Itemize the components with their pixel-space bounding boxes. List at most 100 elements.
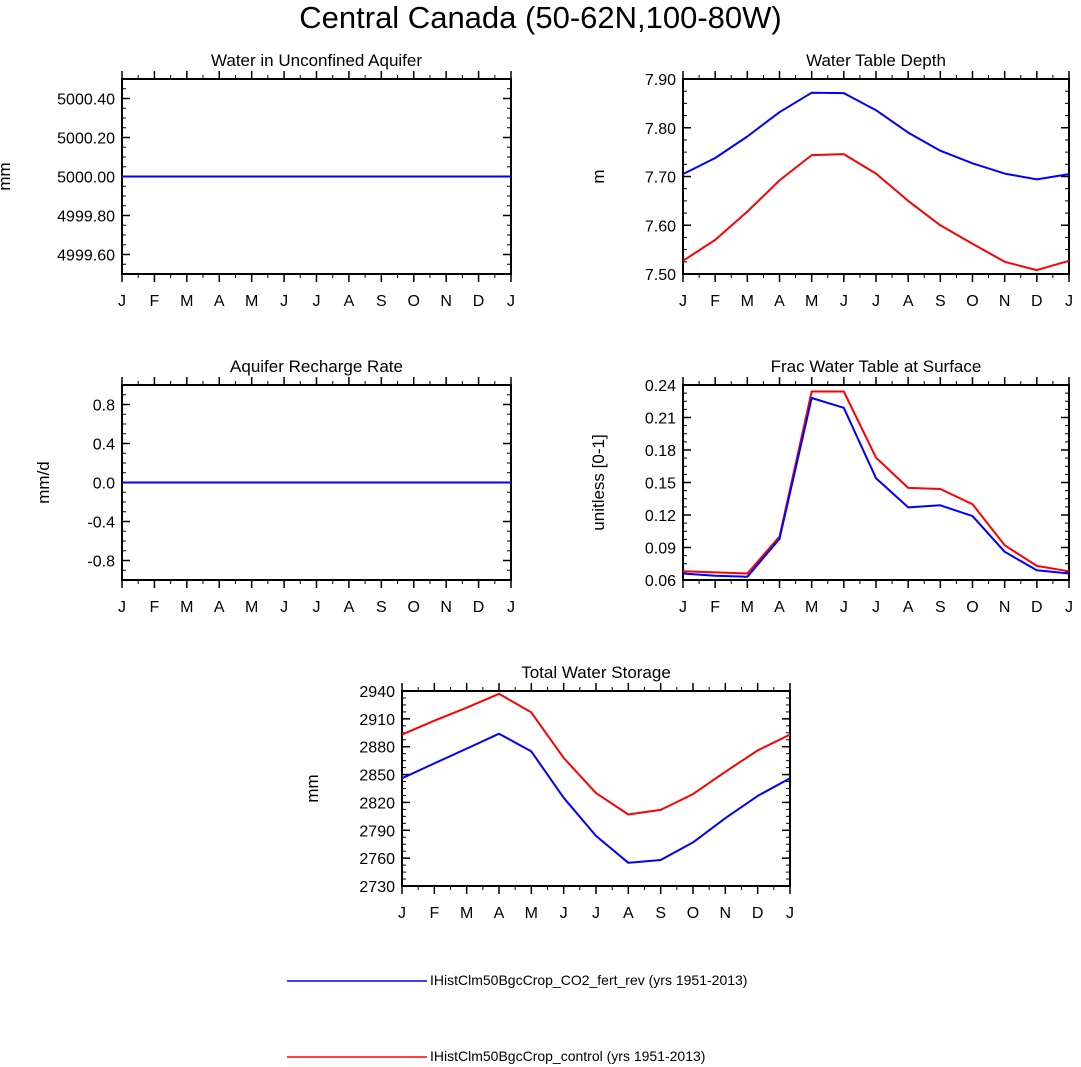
y-tick-label: 5000.20 [57, 131, 115, 148]
y-axis-label: mm [303, 774, 322, 802]
y-tick-label: 2910 [359, 712, 395, 729]
y-tick-label: 0.4 [93, 437, 115, 454]
x-tick-label: M [741, 599, 754, 616]
y-tick-label: 2940 [359, 684, 395, 701]
x-tick-label: F [710, 599, 720, 616]
y-tick-label: 7.90 [645, 72, 676, 89]
x-tick-label: A [214, 293, 225, 310]
y-tick-label: 7.70 [645, 170, 676, 187]
plot-frame [401, 690, 791, 887]
chart-panel-0: J F M A M J J A S O N D J 4999.60 4999.80 5000.00 5000.2… [0, 51, 515, 310]
x-tick-label: J [1065, 293, 1073, 310]
x-tick-label: A [494, 905, 505, 922]
x-tick-label: F [710, 293, 720, 310]
x-tick-label: F [150, 293, 160, 310]
y-tick-label: 0.21 [645, 411, 676, 428]
panel-title: Water in Unconfined Aquifer [211, 51, 422, 70]
series-line-control [682, 153, 1070, 272]
x-tick-label: A [214, 599, 225, 616]
x-tick-label: J [840, 293, 848, 310]
y-tick-label: 4999.60 [57, 248, 115, 265]
y-tick-label: 0.24 [645, 378, 676, 395]
series-line-control [401, 692, 791, 816]
x-tick-label: D [473, 599, 485, 616]
y-tick-label: 7.80 [645, 121, 676, 138]
y-tick-label: 0.06 [645, 573, 676, 590]
x-tick-label: J [872, 599, 880, 616]
y-axis-label: unitless [0-1] [589, 434, 608, 530]
x-tick-label: N [440, 293, 452, 310]
x-tick-label: J [840, 599, 848, 616]
x-tick-label: N [999, 599, 1011, 616]
x-tick-label: J [507, 599, 515, 616]
figure-title: Central Canada (50-62N,100-80W) [299, 0, 782, 35]
x-tick-label: S [655, 905, 666, 922]
legend-line-fert-rev [287, 980, 427, 982]
plot-frame [682, 78, 1070, 275]
x-tick-label: D [752, 905, 764, 922]
x-tick-label: S [935, 599, 946, 616]
x-tick-label: A [623, 905, 634, 922]
x-tick-label: O [408, 599, 420, 616]
x-tick-label: F [429, 905, 439, 922]
y-tick-label: 7.60 [645, 218, 676, 235]
x-tick-label: M [245, 293, 258, 310]
y-tick-label: 2760 [359, 851, 395, 868]
x-tick-label: D [1031, 599, 1043, 616]
chart-panel-4: J F M A M J J A S O N D J273027602790282028502880291… [303, 663, 794, 922]
y-tick-label: 0.0 [93, 476, 115, 493]
y-tick-label: 2820 [359, 795, 395, 812]
x-tick-label: S [935, 293, 946, 310]
y-axis-label: mm [0, 162, 14, 190]
x-tick-label: J [679, 293, 687, 310]
series-line-control [682, 390, 1070, 575]
legend-label-fert-rev: IHistClm50BgcCrop_CO2_fert_rev (yrs 1951… [430, 972, 748, 988]
x-tick-label: J [1065, 599, 1073, 616]
x-tick-label: J [679, 599, 687, 616]
x-tick-label: A [344, 599, 355, 616]
x-tick-label: M [180, 293, 193, 310]
legend-line-control [287, 1056, 427, 1058]
x-tick-label: N [999, 293, 1011, 310]
x-tick-label: J [118, 599, 126, 616]
series-line-fert-rev [682, 91, 1070, 181]
y-tick-label: 0.15 [645, 476, 676, 493]
y-tick-label: 7.50 [645, 267, 676, 284]
legend-label-control: IHistClm50BgcCrop_control (yrs 1951-2013… [430, 1048, 706, 1064]
series-line-fert-rev [401, 732, 791, 864]
x-tick-label: A [344, 293, 355, 310]
y-axis-label: m [589, 169, 608, 183]
y-tick-label: -0.8 [87, 554, 115, 571]
y-tick-label: 2790 [359, 823, 395, 840]
y-tick-label: 0.18 [645, 443, 676, 460]
x-tick-label: A [903, 293, 914, 310]
y-tick-label: 2730 [359, 879, 395, 896]
chart-panel-2: J F M A M J J A S O N D J -0.8 -0.4 0.0 0.4 0.8 Aquifer Re… [34, 357, 515, 616]
x-tick-label: J [872, 293, 880, 310]
plot-frame [682, 384, 1070, 581]
x-tick-label: O [966, 599, 978, 616]
x-tick-label: M [805, 293, 818, 310]
x-tick-label: S [376, 599, 387, 616]
panel-title: Water Table Depth [806, 51, 946, 70]
x-tick-label: D [473, 293, 485, 310]
x-tick-label: J [280, 293, 288, 310]
y-tick-label: 2850 [359, 768, 395, 785]
x-tick-label: M [245, 599, 258, 616]
x-tick-label: J [786, 905, 794, 922]
y-tick-label: 5000.00 [57, 170, 115, 187]
x-tick-label: J [560, 905, 568, 922]
x-tick-label: M [180, 599, 193, 616]
x-tick-label: M [525, 905, 538, 922]
x-tick-label: M [805, 599, 818, 616]
x-tick-label: O [687, 905, 699, 922]
x-tick-label: J [398, 905, 406, 922]
panel-title: Aquifer Recharge Rate [230, 357, 403, 376]
x-tick-label: A [903, 599, 914, 616]
panel-title: Frac Water Table at Surface [771, 357, 982, 376]
y-tick-label: 0.09 [645, 541, 676, 558]
x-tick-label: F [150, 599, 160, 616]
x-tick-label: M [460, 905, 473, 922]
